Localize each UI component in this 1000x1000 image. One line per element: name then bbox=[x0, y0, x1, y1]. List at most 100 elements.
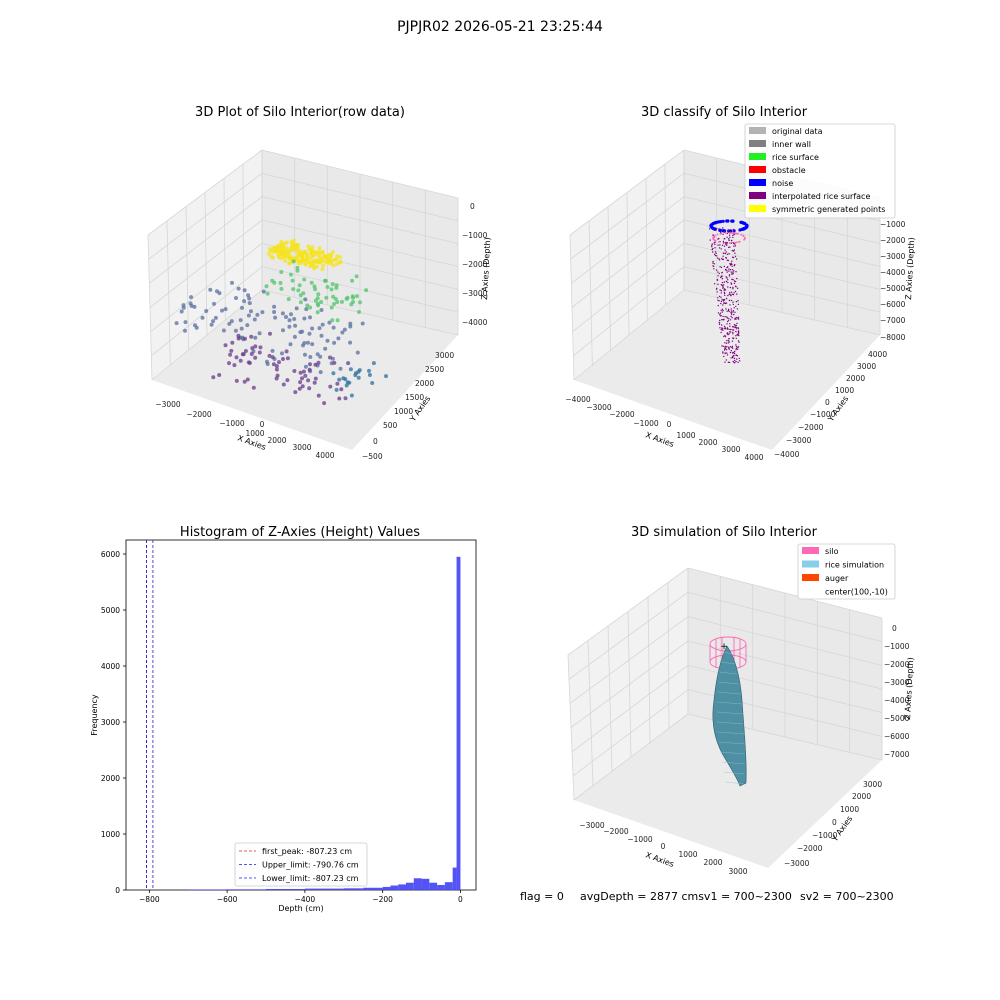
interpolated-point bbox=[720, 292, 722, 294]
interpolated-point bbox=[714, 243, 716, 246]
wall-point bbox=[720, 232, 723, 235]
scatter-point bbox=[356, 369, 361, 374]
scatter-point bbox=[238, 318, 243, 323]
interpolated-point bbox=[723, 335, 725, 338]
hist-xtick-label: −400 bbox=[295, 895, 316, 904]
p4-xtick: 1000 bbox=[678, 850, 697, 859]
interpolated-point bbox=[717, 257, 719, 259]
interpolated-point bbox=[726, 316, 728, 318]
p2-ztick: −8000 bbox=[880, 333, 906, 342]
interpolated-point bbox=[708, 228, 711, 230]
scatter-point bbox=[323, 278, 328, 283]
scatter-point bbox=[316, 360, 321, 365]
scatter-point bbox=[331, 249, 336, 254]
interpolated-point bbox=[729, 351, 732, 354]
interpolated-point bbox=[714, 247, 716, 249]
p2-zlabel: Z Axies (Depth) bbox=[904, 237, 916, 300]
scatter-point bbox=[308, 355, 313, 359]
interpolated-point bbox=[718, 295, 721, 298]
hist-ytick-label: 1000 bbox=[101, 830, 120, 839]
p4-ztick: −2000 bbox=[884, 660, 910, 669]
scatter-point bbox=[275, 373, 280, 378]
scatter-point bbox=[287, 324, 292, 329]
interpolated-point bbox=[714, 251, 717, 253]
scatter-point bbox=[249, 309, 253, 314]
interpolated-point bbox=[731, 278, 733, 281]
wall-point bbox=[737, 241, 740, 244]
scatter-point bbox=[339, 387, 344, 392]
scatter-point bbox=[228, 352, 233, 357]
scatter-point bbox=[320, 267, 325, 272]
interpolated-point bbox=[722, 352, 724, 354]
scatter-point bbox=[220, 308, 224, 313]
p1-y-ticks: −500 0 500 1000 1500 2000 2500 3000 bbox=[362, 351, 454, 461]
scatter-point bbox=[367, 368, 371, 373]
interpolated-point bbox=[716, 287, 718, 290]
p2-ytick: 4000 bbox=[868, 350, 887, 359]
scatter-point bbox=[211, 375, 216, 380]
legend-label: symmetric generated points bbox=[772, 205, 885, 214]
hist-bar bbox=[398, 884, 406, 890]
scatter-point bbox=[331, 325, 336, 330]
scatter-point bbox=[323, 346, 328, 351]
interpolated-point bbox=[719, 231, 722, 234]
interpolated-point bbox=[726, 317, 729, 319]
p2-ztick: −7000 bbox=[880, 316, 906, 325]
interpolated-point bbox=[719, 319, 721, 322]
hist-xtick-label: −600 bbox=[217, 895, 238, 904]
interpolated-point bbox=[723, 355, 725, 358]
interpolated-point bbox=[730, 291, 733, 293]
interpolated-point bbox=[719, 289, 721, 291]
legend-label: silo bbox=[825, 547, 839, 556]
interpolated-point bbox=[718, 272, 720, 275]
interpolated-point bbox=[719, 312, 722, 314]
scatter-point bbox=[351, 300, 355, 304]
legend-swatch bbox=[749, 192, 766, 199]
interpolated-point bbox=[723, 298, 725, 301]
scatter-point bbox=[342, 327, 347, 332]
wall-point bbox=[724, 232, 727, 235]
interpolated-point bbox=[728, 274, 731, 276]
interpolated-point bbox=[718, 228, 720, 230]
interpolated-point bbox=[723, 289, 725, 291]
scatter-point bbox=[295, 250, 300, 255]
legend-label: obstacle bbox=[772, 166, 806, 175]
scatter-point bbox=[329, 261, 333, 266]
scatter-point bbox=[314, 252, 319, 257]
p2-xlabel: X Axies bbox=[644, 430, 675, 449]
noise-point bbox=[721, 219, 725, 223]
scatter-point bbox=[212, 301, 216, 306]
noise-point bbox=[728, 229, 733, 233]
legend-label: noise bbox=[772, 179, 793, 188]
scatter-point bbox=[371, 361, 376, 366]
scatter-point bbox=[204, 309, 209, 313]
scatter-point bbox=[340, 330, 345, 335]
scatter-point bbox=[291, 259, 296, 264]
scatter-point bbox=[331, 371, 336, 376]
scatter-point bbox=[240, 305, 244, 310]
interpolated-point bbox=[732, 234, 734, 237]
interpolated-point bbox=[723, 292, 726, 295]
interpolated-point bbox=[723, 252, 725, 254]
interpolated-point bbox=[730, 271, 732, 273]
scatter-point bbox=[243, 349, 248, 353]
interpolated-point bbox=[718, 323, 721, 326]
interpolated-point bbox=[735, 324, 738, 327]
interpolated-point bbox=[721, 311, 723, 313]
scatter-point bbox=[329, 305, 334, 310]
scatter-point bbox=[239, 326, 244, 331]
scatter-point bbox=[292, 369, 297, 373]
hist-xtick-label: −200 bbox=[372, 895, 393, 904]
interpolated-point bbox=[735, 346, 738, 348]
interpolated-point bbox=[732, 301, 734, 303]
scatter-point bbox=[315, 310, 320, 315]
scatter-point bbox=[316, 303, 321, 308]
interpolated-point bbox=[729, 286, 732, 289]
scatter-point bbox=[243, 336, 247, 341]
interpolated-point bbox=[721, 244, 724, 246]
interpolated-point bbox=[713, 268, 715, 270]
gridline bbox=[573, 266, 685, 357]
scatter-point bbox=[343, 377, 348, 382]
interpolated-point bbox=[732, 242, 734, 244]
scatter-point bbox=[332, 340, 337, 345]
